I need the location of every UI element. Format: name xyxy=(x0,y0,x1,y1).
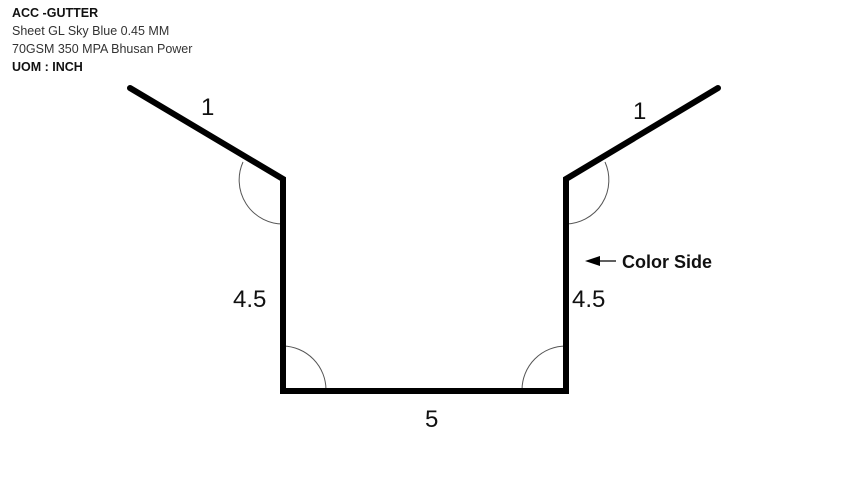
spec-line: 70GSM 350 MPA Bhusan Power xyxy=(12,42,193,56)
dim-base: 5 xyxy=(425,406,438,433)
dim-left-flange: 1 xyxy=(201,94,214,121)
dim-left-wall: 4.5 xyxy=(233,286,266,313)
dim-right-wall: 4.5 xyxy=(572,286,605,313)
angle-arc-bottom-right xyxy=(521,345,567,391)
gutter-profile-line xyxy=(127,85,721,394)
color-side-arrow-icon xyxy=(585,256,600,266)
material-line: Sheet GL Sky Blue 0.45 MM xyxy=(12,24,170,38)
spec-block: ACC -GUTTER Sheet GL Sky Blue 0.45 MM 70… xyxy=(12,4,192,76)
angle-arc-top-left xyxy=(238,161,284,225)
angle-arc-top-right xyxy=(565,161,610,225)
product-title: ACC -GUTTER xyxy=(12,6,99,20)
dim-right-flange: 1 xyxy=(633,98,646,125)
color-side-label: Color Side xyxy=(622,252,712,272)
angle-arc-bottom-left xyxy=(282,345,327,391)
uom-label: UOM : INCH xyxy=(12,60,83,74)
